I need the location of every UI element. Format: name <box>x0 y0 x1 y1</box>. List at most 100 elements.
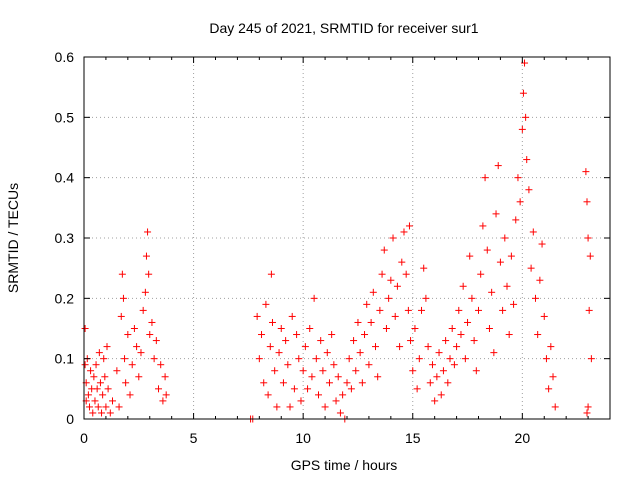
data-point <box>396 343 404 351</box>
data-point <box>148 318 156 326</box>
data-point <box>472 367 480 375</box>
data-point <box>363 300 371 308</box>
data-point <box>369 288 377 296</box>
data-point <box>308 373 316 381</box>
data-point <box>253 312 261 320</box>
data-point <box>155 385 163 393</box>
data-point <box>584 234 592 242</box>
data-point <box>319 367 327 375</box>
data-point <box>536 276 544 284</box>
data-point <box>371 343 379 351</box>
data-point <box>92 361 100 369</box>
data-point <box>87 367 95 375</box>
data-point <box>496 258 504 266</box>
data-point <box>501 234 509 242</box>
data-point <box>135 373 143 381</box>
data-point <box>299 367 307 375</box>
data-point <box>352 367 360 375</box>
data-point <box>128 361 136 369</box>
data-point <box>505 331 513 339</box>
data-point <box>93 385 101 393</box>
x-tick-label: 15 <box>405 430 421 446</box>
data-point <box>584 403 592 411</box>
data-point <box>354 318 362 326</box>
data-point <box>306 325 314 332</box>
data-point <box>162 391 170 399</box>
data-point <box>374 373 382 381</box>
data-point <box>516 198 524 206</box>
data-point <box>91 397 99 405</box>
y-axis-title: SRMTID / TECUs <box>5 183 21 293</box>
data-point <box>277 325 285 332</box>
data-point <box>483 246 491 254</box>
y-tick-label: 0.6 <box>55 49 75 65</box>
data-point <box>161 373 169 381</box>
data-point <box>522 113 530 121</box>
data-point <box>433 373 441 381</box>
data-point <box>334 373 342 381</box>
data-point <box>426 379 434 387</box>
data-point <box>389 234 397 242</box>
x-tick-label: 20 <box>515 430 531 446</box>
data-point <box>446 355 454 363</box>
data-point <box>98 409 106 417</box>
data-point <box>347 385 355 393</box>
data-point <box>332 397 340 405</box>
data-point <box>137 349 145 357</box>
data-point <box>400 228 408 236</box>
data-point <box>152 337 160 345</box>
data-point <box>81 325 89 332</box>
data-point <box>99 391 107 399</box>
data-point <box>450 361 458 369</box>
x-tick-label: 10 <box>295 430 311 446</box>
data-point <box>477 270 485 278</box>
data-point <box>518 125 526 133</box>
data-point <box>431 397 439 405</box>
data-point <box>108 397 116 405</box>
y-tick-label: 0.3 <box>55 230 75 246</box>
x-tick-label: 5 <box>190 430 198 446</box>
data-point <box>141 288 149 296</box>
data-point <box>587 355 595 363</box>
data-point <box>479 222 487 230</box>
data-point <box>529 228 537 236</box>
data-point <box>350 337 358 345</box>
data-point <box>345 355 353 363</box>
data-point <box>499 306 507 314</box>
data-point <box>407 337 415 345</box>
data-point <box>448 325 456 332</box>
data-point <box>94 403 102 411</box>
y-tick-label: 0 <box>66 411 74 427</box>
data-point <box>442 337 450 345</box>
data-point <box>104 385 112 393</box>
data-point <box>531 294 539 302</box>
data-point <box>361 331 369 339</box>
data-point <box>106 409 114 417</box>
data-point <box>356 349 364 357</box>
data-point <box>525 186 533 194</box>
data-point <box>481 174 489 182</box>
data-point <box>490 349 498 357</box>
data-point <box>284 361 292 369</box>
data-point <box>387 276 395 284</box>
data-point <box>523 156 531 164</box>
data-point <box>583 409 591 417</box>
data-point <box>365 361 373 369</box>
data-point <box>100 355 108 363</box>
data-point <box>459 282 467 290</box>
data-point <box>126 391 134 399</box>
data-point <box>275 349 283 357</box>
data-point <box>385 294 393 302</box>
data-point <box>103 343 111 351</box>
data-point <box>115 403 123 411</box>
data-point <box>418 306 426 314</box>
data-point <box>409 367 417 375</box>
data-point <box>130 325 138 332</box>
y-tick-label: 0.2 <box>55 290 75 306</box>
data-point <box>519 89 527 97</box>
data-point <box>545 385 553 393</box>
data-point <box>494 162 502 170</box>
data-point <box>146 331 154 339</box>
data-point <box>391 312 399 320</box>
